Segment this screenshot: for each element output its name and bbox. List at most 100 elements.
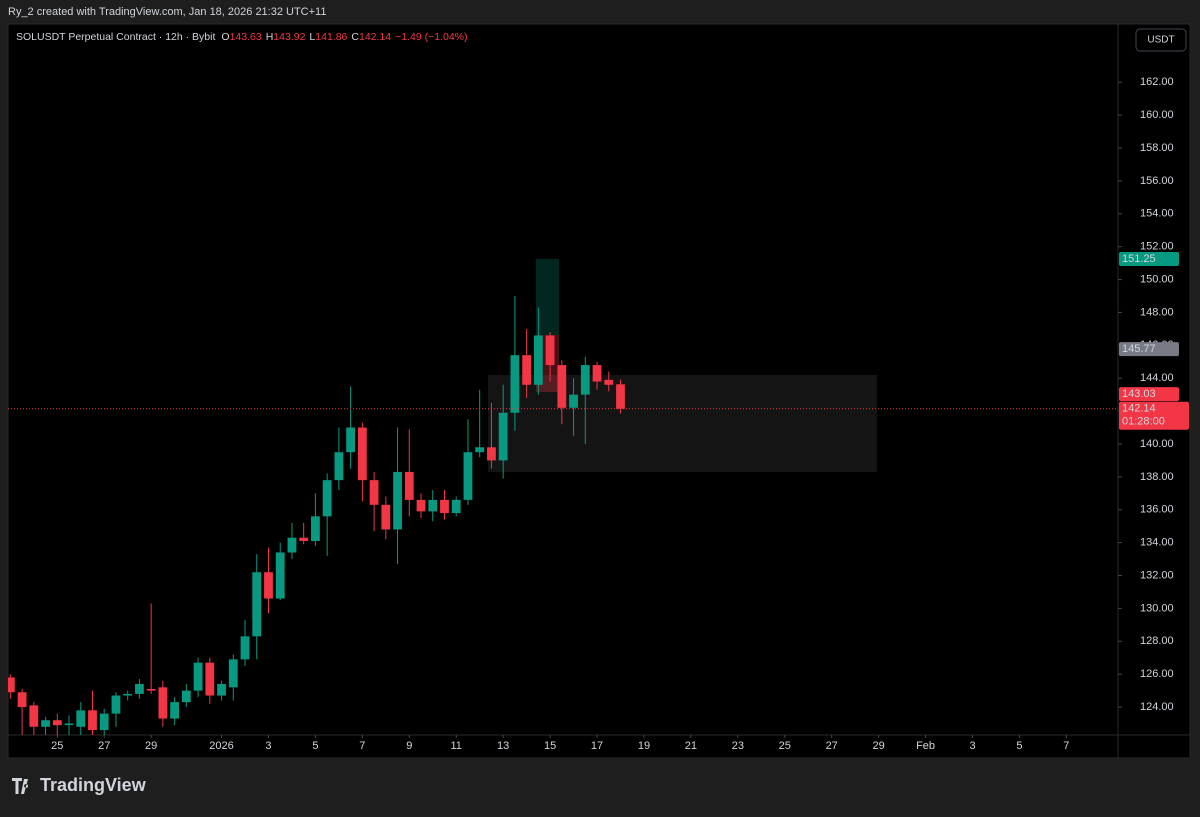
candle-body bbox=[475, 447, 485, 453]
x-tick-label: 29 bbox=[873, 740, 885, 752]
x-tick-label: 7 bbox=[359, 740, 365, 752]
x-tick-label: 7 bbox=[1063, 740, 1069, 752]
candle-body bbox=[135, 684, 144, 694]
y-tick-label: 132.00 bbox=[1140, 569, 1174, 581]
candle-body bbox=[299, 537, 309, 541]
price-marker-label: 151.25 bbox=[1122, 253, 1156, 265]
y-tick-label: 148.00 bbox=[1140, 306, 1174, 318]
candle-body bbox=[369, 480, 379, 505]
price-marker bbox=[1119, 387, 1179, 402]
candle-body bbox=[205, 662, 215, 696]
candle-body bbox=[252, 572, 262, 637]
legend-part: 143.63 bbox=[230, 31, 262, 43]
candle-body bbox=[334, 452, 344, 481]
candle-body bbox=[41, 720, 50, 727]
candle-body bbox=[123, 693, 133, 696]
legend-part: C bbox=[351, 31, 359, 43]
candle-body bbox=[510, 355, 520, 413]
x-tick-label: 13 bbox=[497, 740, 509, 752]
candle-body bbox=[440, 499, 449, 514]
candle-body bbox=[404, 471, 414, 500]
price-marker bbox=[1119, 252, 1179, 267]
candle-body bbox=[228, 659, 238, 688]
candle-body bbox=[616, 384, 625, 409]
x-tick-label: 15 bbox=[544, 740, 556, 752]
candle-body bbox=[522, 355, 532, 385]
price-marker-label: 145.77 bbox=[1122, 343, 1156, 355]
legend-part: L bbox=[309, 31, 315, 43]
candle-body bbox=[416, 499, 426, 512]
x-tick-label: 23 bbox=[732, 740, 744, 752]
currency-label[interactable]: USDT bbox=[1147, 35, 1174, 46]
chart-panel bbox=[7, 23, 1191, 759]
x-tick-label: 9 bbox=[406, 740, 412, 752]
price-marker-label: 142.14 bbox=[1122, 403, 1156, 415]
credit: Ry_2 created with TradingView.com, Jan 1… bbox=[8, 6, 326, 18]
candle-body bbox=[146, 688, 156, 691]
candle-body bbox=[533, 335, 543, 385]
legend-part: 142.14 bbox=[359, 31, 391, 43]
y-tick-label: 152.00 bbox=[1140, 241, 1174, 253]
legend-part: H bbox=[266, 31, 274, 43]
y-tick-label: 158.00 bbox=[1140, 142, 1174, 154]
y-tick-label: 134.00 bbox=[1140, 537, 1174, 549]
candle-body bbox=[557, 365, 567, 408]
countdown: 01:28:00 bbox=[1122, 416, 1165, 428]
y-tick-label: 128.00 bbox=[1140, 635, 1174, 647]
legend-part: 141.86 bbox=[315, 31, 347, 43]
candle-body bbox=[52, 720, 62, 726]
candle-body bbox=[545, 335, 555, 366]
range-box bbox=[488, 375, 877, 472]
plot bbox=[8, 296, 1118, 735]
candle-body bbox=[569, 394, 578, 408]
candle-body bbox=[580, 365, 590, 395]
logo-icon bbox=[12, 778, 29, 794]
price-marker bbox=[1119, 401, 1189, 430]
x-tick-label: 25 bbox=[779, 740, 791, 752]
y-tick-label: 160.00 bbox=[1140, 109, 1174, 121]
x-tick-label: 17 bbox=[591, 740, 603, 752]
candle-body bbox=[76, 710, 86, 727]
price-marker bbox=[1119, 342, 1179, 357]
x-tick-label: 29 bbox=[145, 740, 157, 752]
candle-body bbox=[8, 677, 15, 693]
candle-body bbox=[451, 499, 461, 514]
candle-body bbox=[88, 710, 97, 731]
candle-body bbox=[264, 572, 273, 599]
candle-body bbox=[311, 516, 320, 541]
candle-body bbox=[287, 537, 297, 553]
candle-body bbox=[393, 471, 402, 530]
x-tick-label: 3 bbox=[969, 740, 975, 752]
candle-body bbox=[99, 713, 109, 731]
legend-part: 143.92 bbox=[273, 31, 305, 43]
legend-part: −1.49 (−1.04%) bbox=[395, 31, 467, 43]
y-tick-label: 162.00 bbox=[1140, 76, 1174, 88]
symbol-legend: SOLUSDT Perpetual Contract · 12h · Bybit… bbox=[16, 31, 468, 43]
y-tick-label: 136.00 bbox=[1140, 504, 1174, 516]
price-marker-label: 143.03 bbox=[1122, 388, 1156, 400]
y-tick-label: 130.00 bbox=[1140, 602, 1174, 614]
candle-body bbox=[463, 452, 473, 500]
x-tick-label: 27 bbox=[826, 740, 838, 752]
x-tick-label: 19 bbox=[638, 740, 650, 752]
y-tick-label: 126.00 bbox=[1140, 668, 1174, 680]
x-tick-label: 25 bbox=[51, 740, 63, 752]
candle-body bbox=[17, 692, 27, 708]
drawings bbox=[488, 259, 877, 472]
candle-body bbox=[275, 552, 285, 599]
candle-body bbox=[357, 427, 367, 481]
x-tick-label: 3 bbox=[265, 740, 271, 752]
x-tick-label: 5 bbox=[1016, 740, 1022, 752]
candle-body bbox=[193, 662, 203, 691]
candle-body bbox=[217, 684, 226, 696]
candle-body bbox=[428, 499, 438, 512]
x-tick-label: 27 bbox=[98, 740, 110, 752]
x-tick-label: Feb bbox=[916, 740, 935, 752]
candle-body bbox=[158, 687, 168, 719]
y-tick-label: 140.00 bbox=[1140, 438, 1174, 450]
candle-body bbox=[181, 690, 191, 703]
x-tick-label: 2026 bbox=[209, 740, 233, 752]
currency-button[interactable] bbox=[1135, 28, 1187, 52]
x-tick-label: 11 bbox=[451, 740, 462, 752]
